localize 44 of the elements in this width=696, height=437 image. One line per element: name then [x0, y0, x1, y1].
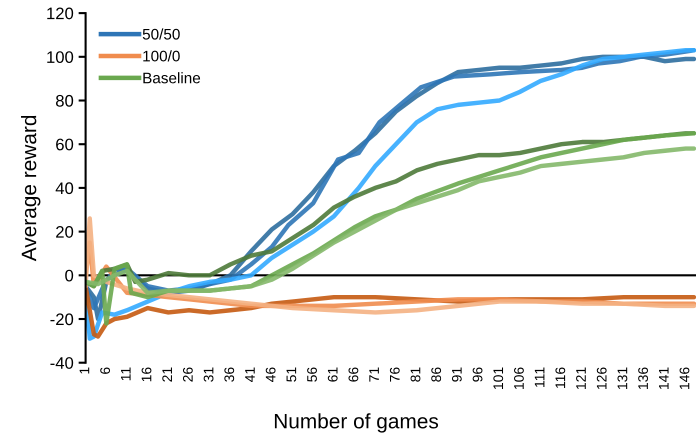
x-axis-title: Number of games: [274, 413, 438, 433]
x-tick-label: 81: [410, 368, 420, 382]
x-tick-label: 76: [390, 367, 400, 382]
legend-label: Baseline: [143, 72, 200, 84]
x-tick-label: 111: [534, 368, 544, 387]
x-tick-label: 106: [514, 367, 524, 389]
y-tick-label: -40: [50, 357, 74, 369]
x-tick-label: 41: [245, 368, 255, 382]
y-tick-label: 100: [47, 51, 74, 64]
x-tick-label: 51: [286, 368, 296, 382]
x-tick-label: 36: [224, 367, 234, 382]
x-tick-label: 126: [596, 367, 607, 389]
y-tick-label: 120: [47, 8, 74, 20]
y-tick-label: 0: [65, 270, 74, 282]
y-tick-label: 60: [56, 138, 74, 150]
y-axis-title: Average reward: [21, 116, 40, 262]
x-tick-label: 21: [162, 368, 172, 382]
x-tick-label: 16: [142, 367, 152, 382]
x-tick-label: 121: [576, 368, 586, 389]
x-tick-label: 61: [328, 368, 338, 382]
x-tick-label: 141: [659, 368, 669, 389]
x-tick-label: 116: [555, 367, 566, 388]
y-tick-label: 40: [56, 182, 74, 194]
x-tick-label: 1: [80, 368, 90, 374]
y-tick-label: 20: [56, 226, 74, 238]
legend-label: 50/50: [142, 28, 180, 40]
x-tick-label: 6: [100, 367, 110, 374]
x-tick-label: 66: [348, 367, 358, 382]
x-tick-label: 31: [204, 368, 214, 382]
legend-label: 100/0: [143, 50, 180, 62]
y-tick-label: 80: [56, 94, 74, 107]
x-tick-label: 131: [617, 368, 628, 389]
x-tick-label: 101: [493, 368, 504, 389]
x-tick-label: 146: [680, 367, 690, 389]
x-tick-label: 91: [452, 368, 462, 382]
x-tick-label: 26: [182, 367, 193, 382]
x-tick-label: 136: [638, 367, 648, 389]
x-tick-label: 96: [472, 367, 482, 382]
x-tick-label: 46: [266, 367, 276, 382]
y-tick-label: -20: [50, 313, 74, 326]
x-tick-label: 71: [369, 368, 379, 382]
x-tick-label: 11: [121, 368, 131, 380]
x-tick-label: 56: [307, 367, 317, 382]
x-tick-label: 86: [431, 367, 442, 382]
